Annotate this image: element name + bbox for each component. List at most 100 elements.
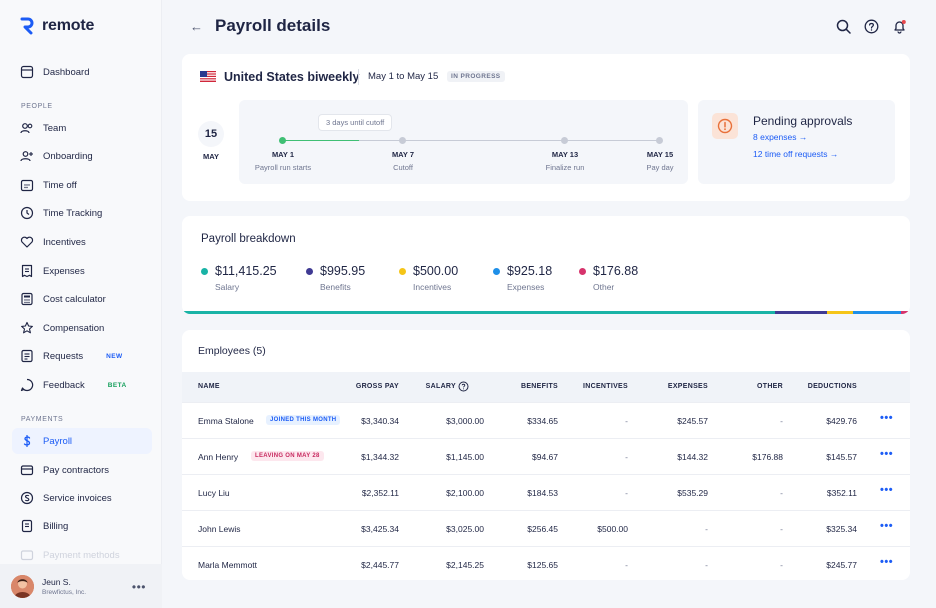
cell-salary: $1,145.00: [446, 452, 484, 462]
time-off-link[interactable]: 12 time off requests →: [753, 149, 839, 159]
row-actions-icon[interactable]: •••: [880, 520, 894, 532]
employee-name[interactable]: Ann Henry: [198, 452, 239, 462]
cell-benefits: $184.53: [527, 488, 558, 498]
sidebar-item-label: Billing: [43, 520, 69, 532]
sidebar-item-label: Onboarding: [43, 150, 93, 162]
column-header[interactable]: GROSS PAY: [355, 383, 399, 390]
cell-deductions: $245.77: [826, 560, 857, 570]
expenses-link[interactable]: 8 expenses →: [753, 132, 808, 142]
sidebar-item-label: Compensation: [43, 322, 105, 334]
breakdown-value: $925.18: [507, 264, 553, 278]
table-row[interactable]: Ann Henry LEAVING ON MAY 28 $1,344.32 $1,14…: [182, 438, 910, 474]
sidebar-item-billing[interactable]: Billing: [12, 513, 152, 539]
breakdown-label: Incentives: [413, 282, 452, 292]
timeline-track: [359, 140, 661, 141]
timeline-desc: Payroll run starts: [254, 163, 312, 172]
user-org: Brewfictus, Inc.: [42, 588, 87, 596]
sidebar-item-onboarding[interactable]: Onboarding: [12, 143, 152, 169]
cell-benefits: $334.65: [527, 416, 558, 426]
timeline-dot: [399, 137, 406, 144]
row-actions-icon[interactable]: •••: [880, 484, 894, 496]
bell-icon[interactable]: [892, 19, 907, 34]
sidebar-item-time-tracking[interactable]: Time Tracking: [12, 200, 152, 226]
sidebar-item-payroll[interactable]: Payroll: [12, 428, 152, 454]
payroll-country: United States biweekly: [224, 70, 360, 84]
more-icon[interactable]: •••: [131, 580, 146, 594]
row-actions-icon[interactable]: •••: [880, 412, 894, 424]
breakdown-value: $500.00: [413, 264, 459, 278]
column-header[interactable]: OTHER: [757, 383, 783, 390]
help-icon[interactable]: [864, 19, 879, 34]
table-row[interactable]: John Lewis $3,425.34 $3,025.00 $256.45 $500.…: [182, 510, 910, 546]
section-label-people: PEOPLE: [21, 103, 53, 110]
sidebar-item-service-invoices[interactable]: Service invoices: [12, 485, 152, 511]
table-row[interactable]: Lucy Liu $2,352.11 $2,100.00 $184.53 - $535.2…: [182, 474, 910, 510]
sidebar-item-requests[interactable]: Requests NEW: [12, 343, 152, 369]
sidebar-item-dashboard[interactable]: Dashboard: [12, 59, 152, 85]
cell-gross: $2,445.77: [361, 560, 399, 570]
sidebar-item-pay-contractors[interactable]: Pay contractors: [12, 457, 152, 483]
sidebar-item-cost-calculator[interactable]: Cost calculator: [12, 286, 152, 312]
heart-icon: [20, 236, 34, 248]
column-header[interactable]: BENEFITS: [520, 383, 558, 390]
info-icon[interactable]: [458, 381, 469, 392]
sidebar-item-team[interactable]: Team: [12, 115, 152, 141]
cell-deductions: $145.57: [826, 452, 857, 462]
sidebar-item-label: Service invoices: [43, 492, 112, 504]
sidebar-item-label: Pay contractors: [43, 464, 109, 476]
calendar-icon: [20, 179, 34, 192]
column-header[interactable]: DEDUCTIONS: [807, 383, 857, 390]
sidebar-item-label: Dashboard: [43, 66, 90, 78]
employee-name[interactable]: John Lewis: [198, 524, 241, 534]
cell-benefits: $94.67: [532, 452, 558, 462]
breakdown-bar-segment: [182, 311, 776, 314]
row-actions-icon[interactable]: •••: [880, 556, 894, 568]
cutoff-tooltip: 3 days until cutoff: [318, 114, 393, 131]
sidebar-item-feedback[interactable]: Feedback BETA: [12, 372, 152, 398]
user-name: Jeun S.: [42, 576, 71, 587]
cell-gross: $3,340.34: [361, 416, 399, 426]
sidebar-item-incentives[interactable]: Incentives: [12, 229, 152, 255]
employee-status-tag: JOINED THIS MONTH: [266, 415, 341, 425]
cell-expenses: -: [705, 560, 708, 570]
cell-incentives: -: [625, 452, 628, 462]
back-arrow-icon[interactable]: ←: [190, 19, 203, 34]
dashboard-icon: [20, 65, 34, 79]
column-header[interactable]: NAME: [198, 383, 220, 390]
requests-icon: [21, 349, 33, 363]
column-header[interactable]: SALARY: [426, 381, 469, 392]
legend-dot: [579, 268, 586, 275]
table-row[interactable]: Marla Memmott $2,445.77 $2,145.25 $125.65 - -…: [182, 546, 910, 580]
column-header[interactable]: INCENTIVES: [582, 383, 628, 390]
cell-incentives: -: [625, 560, 628, 570]
billing-icon: [21, 519, 33, 533]
cell-expenses: -: [705, 524, 708, 534]
sidebar-item-label: Cost calculator: [43, 293, 106, 305]
logo[interactable]: remote: [20, 17, 94, 35]
sidebar-item-label: Incentives: [43, 236, 86, 248]
payroll-period: May 1 to May 15: [368, 71, 439, 82]
sidebar-item-expenses[interactable]: Expenses: [12, 258, 152, 284]
employee-name[interactable]: Emma Stalone: [198, 416, 254, 426]
search-icon[interactable]: [836, 19, 851, 34]
cell-other: -: [780, 416, 783, 426]
sidebar-item-compensation[interactable]: Compensation: [12, 315, 152, 341]
sidebar-item-payment-methods[interactable]: Payment methods: [20, 548, 120, 562]
user-menu[interactable]: Jeun S. Brewfictus, Inc. •••: [0, 564, 162, 608]
breakdown-label: Benefits: [320, 282, 351, 292]
table-row[interactable]: Emma Stalone JOINED THIS MONTH $3,340.34 $3…: [182, 402, 910, 438]
warning-icon: [712, 113, 738, 139]
sidebar-item-time-off[interactable]: Time off: [12, 172, 152, 198]
employee-name[interactable]: Lucy Liu: [198, 488, 230, 498]
breakdown-value: $995.95: [320, 264, 366, 278]
legend-dot: [306, 268, 313, 275]
sidebar-item-label: Time Tracking: [43, 207, 103, 219]
cell-other: -: [780, 524, 783, 534]
sidebar-item-label: Payment methods: [43, 549, 120, 561]
remote-logo-icon: [20, 17, 34, 35]
row-actions-icon[interactable]: •••: [880, 448, 894, 460]
employee-name[interactable]: Marla Memmott: [198, 560, 258, 570]
column-header[interactable]: EXPENSES: [667, 383, 708, 390]
cell-benefits: $125.65: [527, 560, 558, 570]
new-badge: NEW: [106, 352, 123, 360]
